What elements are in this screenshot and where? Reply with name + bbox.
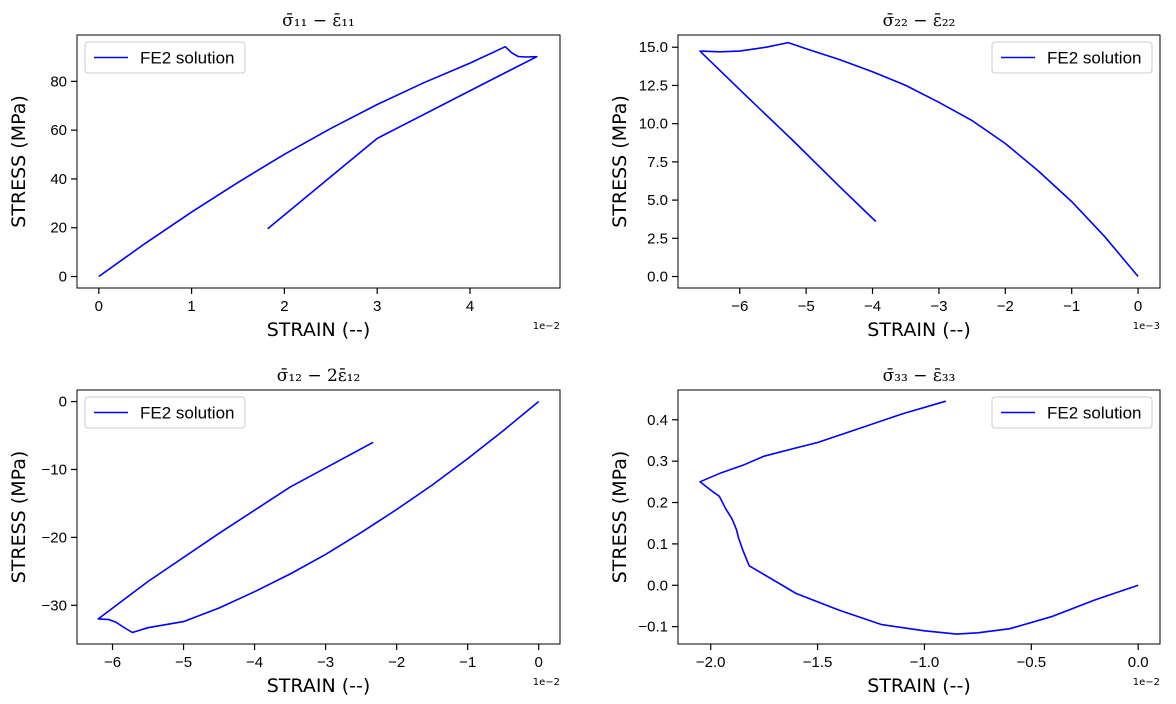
chart-3-ylabel: STRESS (MPa)	[8, 451, 30, 584]
chart-2-x-offset-label: 1e−3	[1133, 321, 1160, 332]
chart-2-series-line-1	[699, 41, 1139, 278]
chart-2-legend-label: FE2 solution	[1047, 49, 1142, 68]
chart-4-title: σ̄₃₃ − ε̄₃₃	[883, 366, 956, 386]
chart-4-xtick-label: 0.0	[1128, 654, 1149, 671]
chart-2-ylabel: STRESS (MPa)	[609, 95, 631, 228]
chart-1-x-offset-label: 1e−2	[533, 321, 560, 332]
chart-2-ytick-label: 12.5	[639, 77, 668, 94]
chart-4-xtick-label: −2.0	[696, 654, 726, 671]
chart-3-legend-box	[84, 396, 246, 429]
chart-4-ytick-label: 0.2	[647, 495, 668, 512]
chart-2-xtick-label: −1	[1063, 298, 1080, 315]
chart-4-plot-frame	[677, 389, 1161, 645]
chart-4-xlabel: STRAIN (--)	[867, 675, 971, 697]
chart-3-xtick-label: −5	[175, 654, 192, 671]
chart-1-ytick-label: 40	[50, 171, 67, 188]
chart-3-ytick-label: 0	[59, 394, 67, 411]
chart-1-series-line-1	[98, 45, 538, 278]
chart-4-ytick-label: 0.4	[647, 412, 668, 429]
chart-2-xtick-label: −3	[930, 298, 947, 315]
chart-4-ylabel: STRESS (MPa)	[609, 451, 631, 584]
chart-3-xtick-label: 0	[535, 654, 543, 671]
chart-1-xtick-label: 0	[95, 298, 103, 315]
chart-2-title: σ̄₂₂ − ε̄₂₂	[883, 11, 956, 31]
chart-1-ylabel: STRESS (MPa)	[8, 95, 30, 228]
chart-3-xtick-label: −6	[104, 654, 121, 671]
chart-4-series-line-1	[699, 400, 1139, 635]
chart-1-xtick-label: 4	[466, 298, 474, 315]
chart-1-ytick-label: 20	[50, 220, 67, 237]
chart-3-xtick-label: −3	[317, 654, 334, 671]
chart-2-xtick-label: −6	[731, 298, 748, 315]
chart-1-plot-frame	[76, 34, 561, 289]
chart-1-xtick-label: 2	[280, 298, 288, 315]
chart-1-legend-box	[84, 41, 246, 74]
chart-3-x-offset-label: 1e−2	[533, 677, 560, 688]
chart-4: −2.0 −1.5 −1.0 −0.5 0.0 −0.1 0.0 0.1 0.2 0.3 0.4 σ̄…	[609, 366, 1161, 697]
chart-2-xtick-label: −4	[864, 298, 881, 315]
chart-4-legend-label: FE2 solution	[1047, 404, 1142, 423]
chart-2-xtick-label: −5	[798, 298, 815, 315]
chart-4-xtick-label: −1.0	[910, 654, 940, 671]
chart-4-ytick-label: 0.0	[647, 577, 668, 594]
chart-3-xtick-label: −2	[388, 654, 405, 671]
chart-3-ytick-label: −20	[42, 529, 67, 546]
chart-2-ytick-label: 5.0	[647, 192, 668, 209]
chart-1-ytick-label: 80	[50, 73, 67, 90]
chart-2: −6 −5 −4 −3 −2 −1 0 0.0 2.5 5.0 7.5 10.0 12.5 15.0 σ̄₂…	[609, 11, 1161, 341]
chart-2-xlabel: STRAIN (--)	[867, 319, 971, 341]
chart-2-xtick-label: −2	[997, 298, 1014, 315]
chart-3-xtick-label: −4	[246, 654, 263, 671]
chart-3-xlabel: STRAIN (--)	[267, 675, 371, 697]
chart-2-ytick-label: 7.5	[647, 154, 668, 171]
chart-4-xtick-label: −1.5	[803, 654, 833, 671]
chart-4-ytick-label: −0.1	[638, 619, 668, 636]
chart-3-series-line-1	[97, 400, 540, 634]
chart-2-legend-box	[991, 41, 1153, 74]
chart-3-title: σ̄₁₂ − 2ε̄₁₂	[277, 366, 361, 386]
chart-3-xtick-label: −1	[459, 654, 476, 671]
chart-4-xtick-label: −0.5	[1017, 654, 1047, 671]
chart-3-legend-label: FE2 solution	[140, 404, 235, 423]
chart-1-ytick-label: 0	[59, 269, 67, 286]
chart-2-ytick-label: 15.0	[639, 39, 668, 56]
chart-1-legend-label: FE2 solution	[140, 49, 235, 68]
chart-4-x-offset-label: 1e−2	[1133, 677, 1160, 688]
chart-3-ytick-label: −10	[42, 461, 67, 478]
chart-2-ytick-label: 10.0	[639, 116, 668, 133]
chart-3-plot-frame	[76, 389, 561, 645]
chart-1-xtick-label: 3	[373, 298, 381, 315]
chart-3-ytick-label: −30	[42, 597, 67, 614]
chart-4-legend-box	[991, 396, 1153, 429]
chart-1-xtick-label: 1	[187, 298, 195, 315]
chart-2-xtick-label: 0	[1134, 298, 1142, 315]
chart-1-title: σ̄₁₁ − ε̄₁₁	[282, 11, 355, 31]
chart-1-ytick-label: 60	[50, 122, 67, 139]
chart-2-ytick-label: 2.5	[647, 230, 668, 247]
chart-1-xlabel: STRAIN (--)	[267, 319, 371, 341]
chart-4-ytick-label: 0.3	[647, 453, 668, 470]
chart-2-ytick-label: 0.0	[647, 269, 668, 286]
chart-4-ytick-label: 0.1	[647, 536, 668, 553]
